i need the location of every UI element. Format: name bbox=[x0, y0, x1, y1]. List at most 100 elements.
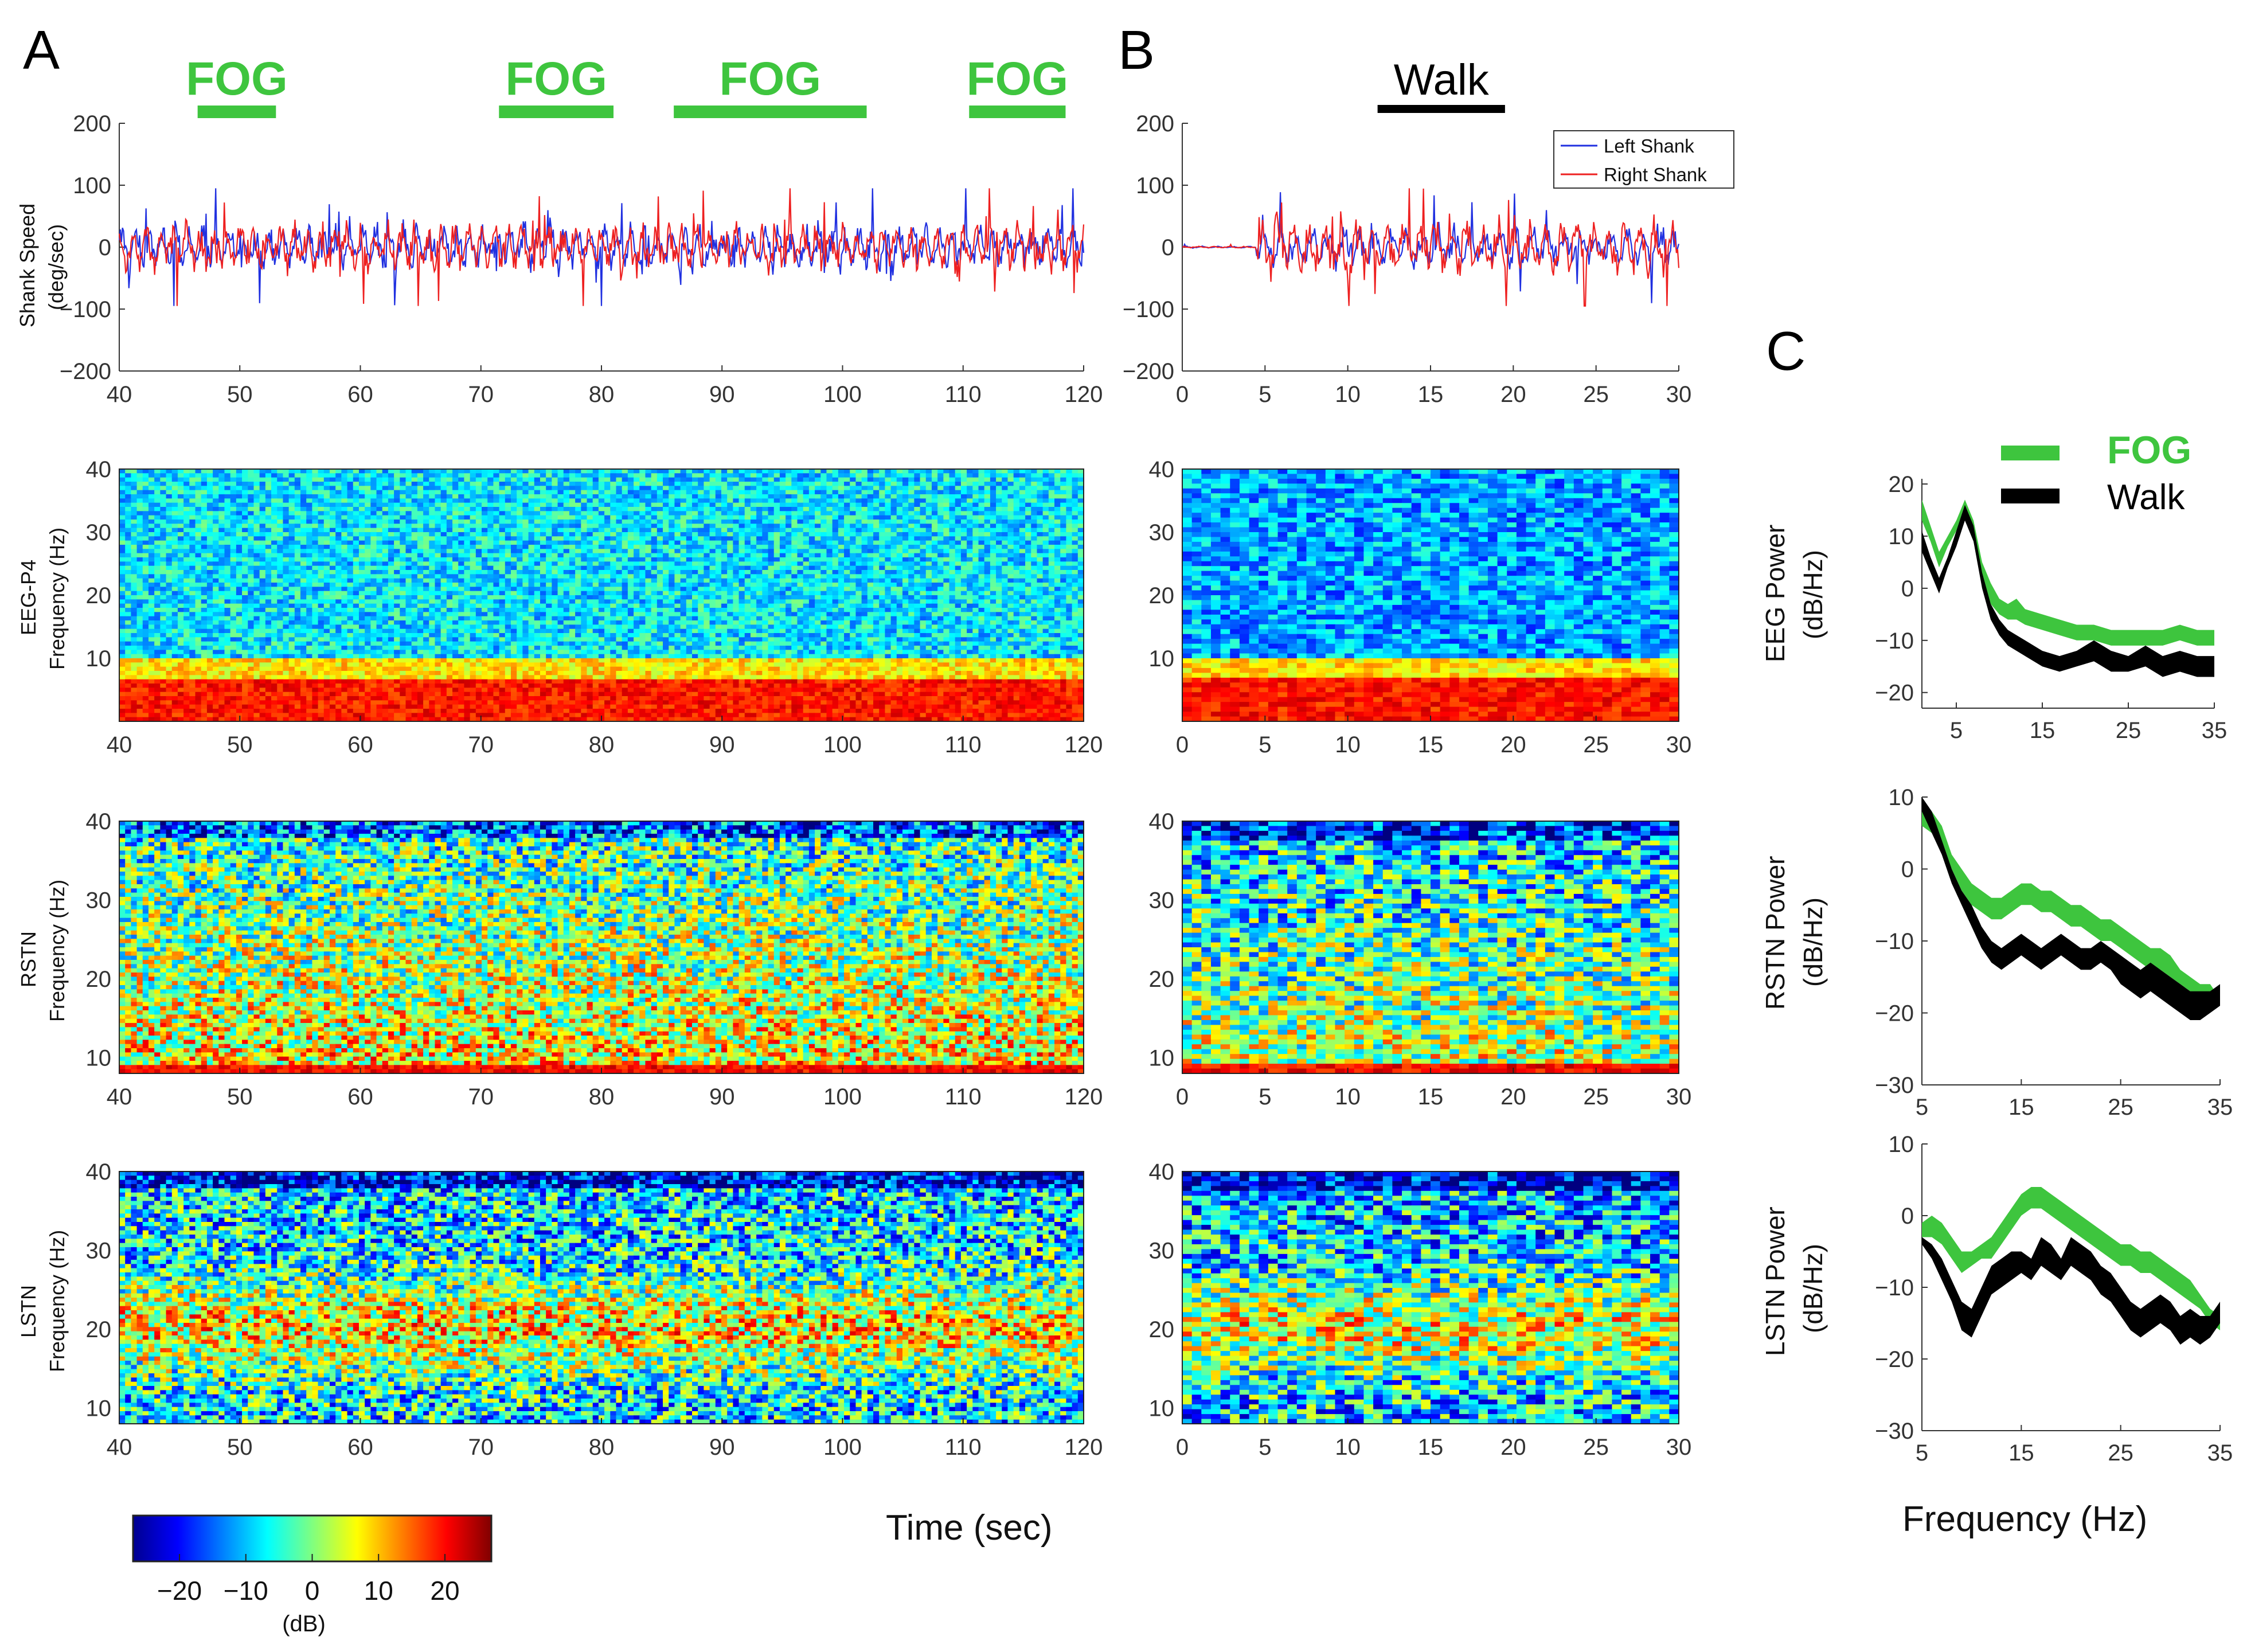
x-tick-label: 100 bbox=[823, 382, 862, 407]
heatmap-cell bbox=[493, 469, 499, 474]
heatmap-cell bbox=[984, 478, 991, 482]
heatmap-cell bbox=[1054, 469, 1061, 474]
heatmap-cell bbox=[224, 478, 230, 482]
heatmap-cell bbox=[213, 469, 219, 474]
heatmap-cell bbox=[891, 473, 897, 478]
heatmap-cell bbox=[295, 478, 301, 482]
x-tick-label: 30 bbox=[1666, 382, 1692, 407]
heatmap-cell bbox=[253, 482, 260, 486]
heatmap-cell bbox=[312, 473, 318, 478]
heatmap-cell bbox=[353, 482, 359, 486]
heatmap-cell bbox=[990, 478, 997, 482]
heatmap-cell bbox=[657, 473, 663, 478]
heatmap-cell bbox=[657, 478, 663, 482]
heatmap-cell bbox=[902, 482, 909, 486]
heatmap-cell bbox=[546, 469, 552, 474]
heatmap-cell bbox=[639, 482, 646, 486]
heatmap-cell bbox=[803, 486, 810, 490]
heatmap-cell bbox=[447, 486, 453, 490]
heatmap-cell bbox=[242, 478, 248, 482]
heatmap-cell bbox=[681, 482, 687, 486]
heatmap-cell bbox=[1066, 482, 1072, 486]
heatmap-cell bbox=[1037, 482, 1043, 486]
heatmap-cell bbox=[166, 478, 173, 482]
heatmap-cell bbox=[575, 486, 581, 490]
heatmap-cell bbox=[213, 490, 219, 495]
heatmap-cell bbox=[558, 490, 564, 495]
heatmap-cell bbox=[604, 486, 611, 490]
heatmap-cell bbox=[277, 473, 283, 478]
heatmap-cell bbox=[972, 478, 979, 482]
heatmap-cell bbox=[616, 469, 622, 474]
heatmap-cell bbox=[850, 486, 856, 490]
heatmap-cell bbox=[838, 486, 845, 490]
heatmap-cell bbox=[616, 486, 622, 490]
heatmap-cell bbox=[201, 490, 208, 495]
heatmap-cell bbox=[505, 473, 511, 478]
heatmap-cell bbox=[183, 486, 190, 490]
heatmap-cell bbox=[318, 473, 325, 478]
heatmap-cell bbox=[920, 478, 927, 482]
heatmap-cell bbox=[669, 469, 675, 474]
heatmap-cell bbox=[370, 478, 377, 482]
heatmap-cell bbox=[552, 482, 558, 486]
heatmap-cell bbox=[224, 486, 230, 490]
heatmap-cell bbox=[780, 469, 786, 474]
heatmap-cell bbox=[154, 486, 161, 490]
heatmap-cell bbox=[242, 482, 248, 486]
heatmap-cell bbox=[786, 469, 792, 474]
heatmap-cell bbox=[388, 482, 394, 486]
heatmap-cell bbox=[885, 478, 891, 482]
heatmap-cell bbox=[733, 482, 739, 486]
heatmap-cell bbox=[248, 478, 254, 482]
x-tick-label: 20 bbox=[1500, 382, 1526, 407]
heatmap-cell bbox=[762, 482, 768, 486]
heatmap-cell bbox=[809, 473, 815, 478]
heatmap-cell bbox=[143, 482, 149, 486]
heatmap-cell bbox=[1078, 478, 1084, 482]
heatmap-cell bbox=[710, 473, 716, 478]
heatmap-cell bbox=[499, 478, 506, 482]
heatmap-cell bbox=[786, 482, 792, 486]
heatmap-cell bbox=[300, 486, 307, 490]
heatmap-cell bbox=[295, 490, 301, 495]
heatmap-cell bbox=[996, 473, 1002, 478]
heatmap-cell bbox=[137, 469, 143, 474]
x-tick-label: 15 bbox=[1418, 382, 1444, 407]
heatmap-cell bbox=[417, 478, 424, 482]
heatmap-cell bbox=[751, 473, 757, 478]
heatmap-cell bbox=[610, 486, 616, 490]
heatmap-cell bbox=[745, 482, 751, 486]
heatmap-cell bbox=[581, 469, 587, 474]
x-tick-label: 80 bbox=[589, 382, 615, 407]
heatmap-cell bbox=[1031, 486, 1037, 490]
axes-A-eeg: 40 50 60 70 80 90 100 110 12040302010EEG-P4 Frequ… bbox=[17, 457, 1103, 757]
heatmap-cell bbox=[406, 473, 412, 478]
heatmap-cell bbox=[768, 482, 775, 486]
heatmap-cell bbox=[855, 486, 862, 490]
heatmap-cell bbox=[1043, 478, 1049, 482]
heatmap-cell bbox=[739, 469, 745, 474]
heatmap-cell bbox=[201, 482, 208, 486]
heatmap-cell bbox=[213, 473, 219, 478]
heatmap-cell bbox=[248, 482, 254, 486]
heatmap-cell bbox=[166, 482, 173, 486]
heatmap-cell bbox=[347, 473, 354, 478]
heatmap-cell bbox=[143, 469, 149, 474]
heatmap-cell bbox=[464, 486, 470, 490]
x-tick-label: 80 bbox=[589, 732, 615, 757]
heatmap-cell bbox=[435, 490, 441, 495]
heatmap-cell bbox=[534, 482, 541, 486]
heatmap-cell bbox=[137, 482, 143, 486]
heatmap-cell bbox=[786, 478, 792, 482]
heatmap-cell bbox=[289, 486, 295, 490]
heatmap-cell bbox=[353, 478, 359, 482]
heatmap-cell bbox=[534, 473, 541, 478]
heatmap-cell bbox=[412, 482, 418, 486]
heatmap-cell bbox=[417, 486, 424, 490]
heatmap-cell bbox=[949, 478, 956, 482]
heatmap-cell bbox=[388, 478, 394, 482]
heatmap-cell bbox=[476, 478, 482, 482]
heatmap-cell bbox=[698, 482, 704, 486]
heatmap-cell bbox=[1037, 478, 1043, 482]
